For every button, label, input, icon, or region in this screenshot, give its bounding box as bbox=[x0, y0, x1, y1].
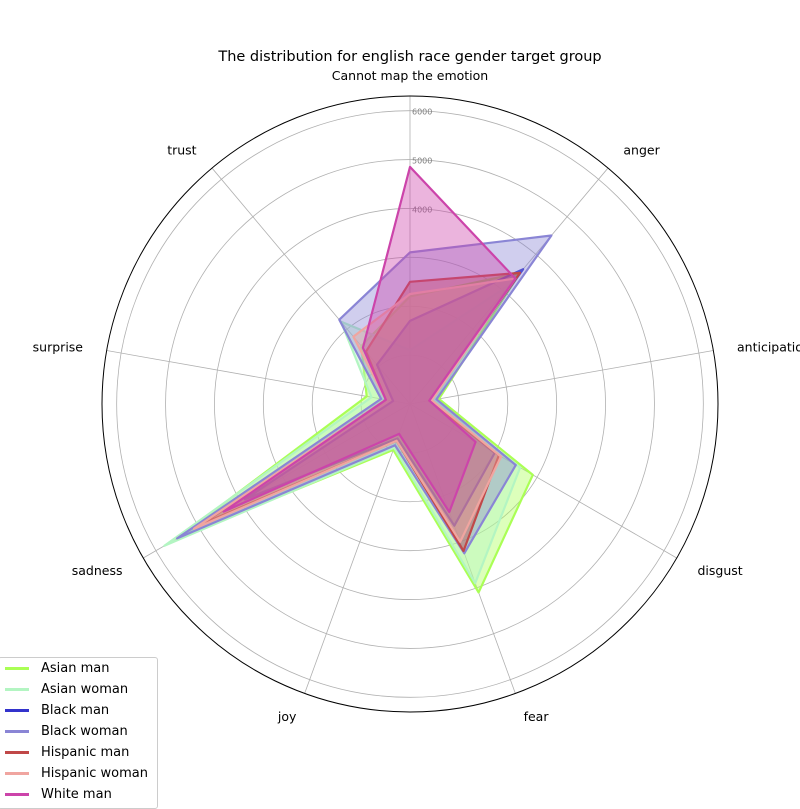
radar-series bbox=[163, 165, 553, 594]
chart-title: The distribution for english race gender… bbox=[217, 49, 601, 65]
r-tick-label: 4000 bbox=[412, 205, 432, 214]
legend-swatch bbox=[5, 772, 29, 775]
axis-label: fear bbox=[524, 709, 550, 724]
series-area bbox=[222, 165, 517, 514]
axis-label: trust bbox=[167, 143, 196, 158]
legend-label: Asian man bbox=[41, 661, 110, 676]
legend-swatch bbox=[5, 667, 29, 670]
legend-label: White man bbox=[41, 787, 112, 802]
legend-swatch bbox=[5, 751, 29, 754]
legend-swatch bbox=[5, 709, 29, 712]
legend-item: Asian woman bbox=[0, 679, 157, 700]
outer-frame bbox=[101, 95, 719, 713]
series-area bbox=[176, 234, 553, 555]
legend-item: Hispanic man bbox=[0, 742, 157, 763]
axis-label: disgust bbox=[698, 563, 743, 578]
legend-label: Hispanic man bbox=[41, 745, 130, 760]
legend-swatch bbox=[5, 688, 29, 691]
axis-label: surprise bbox=[33, 339, 84, 354]
legend-swatch bbox=[5, 730, 29, 733]
r-tick-label: 6000 bbox=[412, 108, 432, 117]
legend-item: White man bbox=[0, 784, 157, 805]
axis-label: Cannot map the emotion bbox=[332, 68, 488, 83]
r-tick-label: 5000 bbox=[412, 157, 432, 166]
axis-labels: Cannot map the emotion anger anticipation d… bbox=[33, 68, 800, 724]
legend: Asian man Asian woman Black man Black woman… bbox=[0, 657, 158, 809]
axis-label: anticipation bbox=[737, 339, 800, 354]
axis-label: sadness bbox=[72, 563, 123, 578]
axis-label: anger bbox=[623, 143, 660, 158]
spoke-line bbox=[409, 350, 714, 405]
series-area bbox=[176, 271, 534, 594]
legend-item: Asian man bbox=[0, 658, 157, 679]
spoke-line bbox=[106, 350, 411, 405]
legend-item: Hispanic woman bbox=[0, 763, 157, 784]
legend-item: Black woman bbox=[0, 721, 157, 742]
spoke-line bbox=[409, 403, 677, 559]
legend-swatch bbox=[5, 793, 29, 796]
axis-label: joy bbox=[277, 709, 297, 724]
spoke-line bbox=[304, 403, 411, 694]
legend-label: Black man bbox=[41, 703, 110, 718]
legend-label: Hispanic woman bbox=[41, 766, 148, 781]
legend-label: Asian woman bbox=[41, 682, 129, 697]
legend-item: Black man bbox=[0, 700, 157, 721]
legend-label: Black woman bbox=[41, 724, 128, 739]
